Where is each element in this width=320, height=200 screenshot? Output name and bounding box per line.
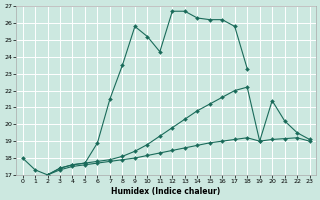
X-axis label: Humidex (Indice chaleur): Humidex (Indice chaleur) bbox=[111, 187, 221, 196]
